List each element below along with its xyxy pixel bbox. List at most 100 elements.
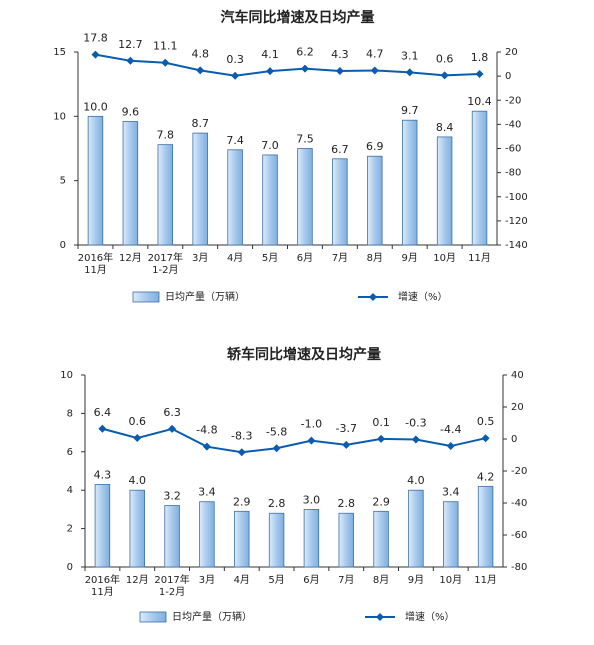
y-tick-label: 15 xyxy=(53,47,66,58)
y2-tick-label: -100 xyxy=(505,192,528,203)
line-value-label: 4.7 xyxy=(366,47,384,60)
bar xyxy=(192,132,208,246)
x-tick-label: 9月 xyxy=(402,252,418,264)
x-tick-label: 11月 xyxy=(468,252,491,264)
bar xyxy=(436,136,453,246)
line-value-label: 0.1 xyxy=(372,416,390,429)
line xyxy=(102,427,486,454)
line-value-label: 6.2 xyxy=(296,46,314,59)
y-tick-label: 10 xyxy=(60,370,73,381)
bar xyxy=(268,512,285,568)
line-marker xyxy=(272,444,281,453)
x-tick-label: 8月 xyxy=(367,252,383,264)
legend-label: 日均产量（万辆） xyxy=(165,290,245,303)
y2-tick-label: 0 xyxy=(511,434,517,445)
bar-value-label: 3.0 xyxy=(303,493,321,506)
y2-tick-label: 0 xyxy=(505,71,511,82)
y2-tick-label: -40 xyxy=(511,498,527,509)
line-value-label: 4.3 xyxy=(331,48,349,61)
chart-title: 汽车同比增速及日均产量 xyxy=(221,9,375,26)
x-tick-label: 9月 xyxy=(408,574,424,586)
bar-value-label: 9.6 xyxy=(122,105,140,118)
line-value-label: 3.1 xyxy=(401,49,419,62)
line-marker xyxy=(335,66,344,75)
x-tick-label: 4月 xyxy=(234,574,250,586)
legend-marker xyxy=(376,613,384,621)
x-tick-label: 8月 xyxy=(373,574,389,586)
line-marker xyxy=(307,436,316,445)
line-value-label: 0.6 xyxy=(436,52,454,65)
bar-value-label: 2.8 xyxy=(268,497,286,510)
y-tick-label: 5 xyxy=(60,176,66,187)
y-tick-label: 2 xyxy=(67,524,73,535)
line-marker xyxy=(237,448,246,457)
x-tick-label: 2017年 1-2月 xyxy=(148,251,183,276)
line-value-label: 6.4 xyxy=(94,406,112,419)
line-value-label: -4.8 xyxy=(196,424,217,437)
line-marker xyxy=(405,68,414,77)
bar xyxy=(338,512,354,568)
x-tick-label: 2016年 11月 xyxy=(85,573,120,598)
line-value-label: 6.3 xyxy=(163,406,181,419)
y2-tick-label: -60 xyxy=(505,144,521,155)
y-tick-label: 6 xyxy=(67,447,73,458)
x-tick-label: 3月 xyxy=(199,574,215,586)
y2-tick-label: 20 xyxy=(505,47,518,58)
x-tick-label: 7月 xyxy=(338,574,354,586)
bar-value-label: 6.9 xyxy=(366,140,384,153)
line-marker xyxy=(266,67,275,76)
bar xyxy=(373,510,389,568)
bar-value-label: 4.0 xyxy=(407,474,425,487)
x-tick-label: 5月 xyxy=(262,252,278,264)
legend-label: 日均产量（万辆） xyxy=(172,610,252,623)
bar-value-label: 8.4 xyxy=(436,121,454,134)
line-value-label: 17.8 xyxy=(83,32,108,45)
bar xyxy=(262,154,278,246)
line-marker xyxy=(300,64,309,73)
line-marker xyxy=(98,424,107,433)
line-value-label: 0.6 xyxy=(129,415,147,428)
line-value-label: -4.4 xyxy=(440,423,461,436)
bar-value-label: 7.0 xyxy=(261,139,279,152)
y2-tick-label: -20 xyxy=(511,466,527,477)
legend-label: 增速（%） xyxy=(405,610,455,623)
bar-value-label: 2.8 xyxy=(338,497,356,510)
bar xyxy=(199,501,215,568)
bar-value-label: 4.3 xyxy=(94,468,112,481)
x-tick-label: 4月 xyxy=(227,252,243,264)
line-marker xyxy=(377,434,386,443)
bar xyxy=(227,149,243,246)
line-value-label: -5.8 xyxy=(266,425,287,438)
bar-value-label: 7.5 xyxy=(296,133,314,146)
y2-tick-label: -80 xyxy=(505,168,521,179)
bar xyxy=(471,110,488,246)
bar xyxy=(408,489,424,568)
line-marker xyxy=(231,71,240,80)
line xyxy=(95,53,480,77)
line-marker xyxy=(161,58,170,67)
bar xyxy=(443,501,459,568)
y-tick-label: 8 xyxy=(67,408,73,419)
line-value-label: 1.8 xyxy=(471,51,489,64)
x-tick-label: 2016年 11月 xyxy=(78,251,113,276)
y2-tick-label: 40 xyxy=(511,370,524,381)
bar xyxy=(297,148,313,246)
line-marker xyxy=(440,71,449,80)
bar xyxy=(122,121,139,246)
y2-tick-label: -60 xyxy=(511,530,527,541)
bar-value-label: 10.4 xyxy=(467,95,492,108)
bar-value-label: 8.7 xyxy=(191,117,209,130)
x-tick-label: 2017年 1-2月 xyxy=(154,573,189,598)
bar xyxy=(477,485,494,568)
bar-value-label: 3.2 xyxy=(163,490,181,503)
bar xyxy=(303,508,320,568)
bar xyxy=(234,510,250,568)
legend-label: 增速（%） xyxy=(398,290,448,303)
bar xyxy=(94,484,111,568)
x-tick-label: 10月 xyxy=(439,574,462,586)
x-tick-label: 11月 xyxy=(474,574,497,586)
bar-value-label: 7.8 xyxy=(157,129,175,142)
chart-title: 轿车同比增速及日均产量 xyxy=(227,346,381,363)
